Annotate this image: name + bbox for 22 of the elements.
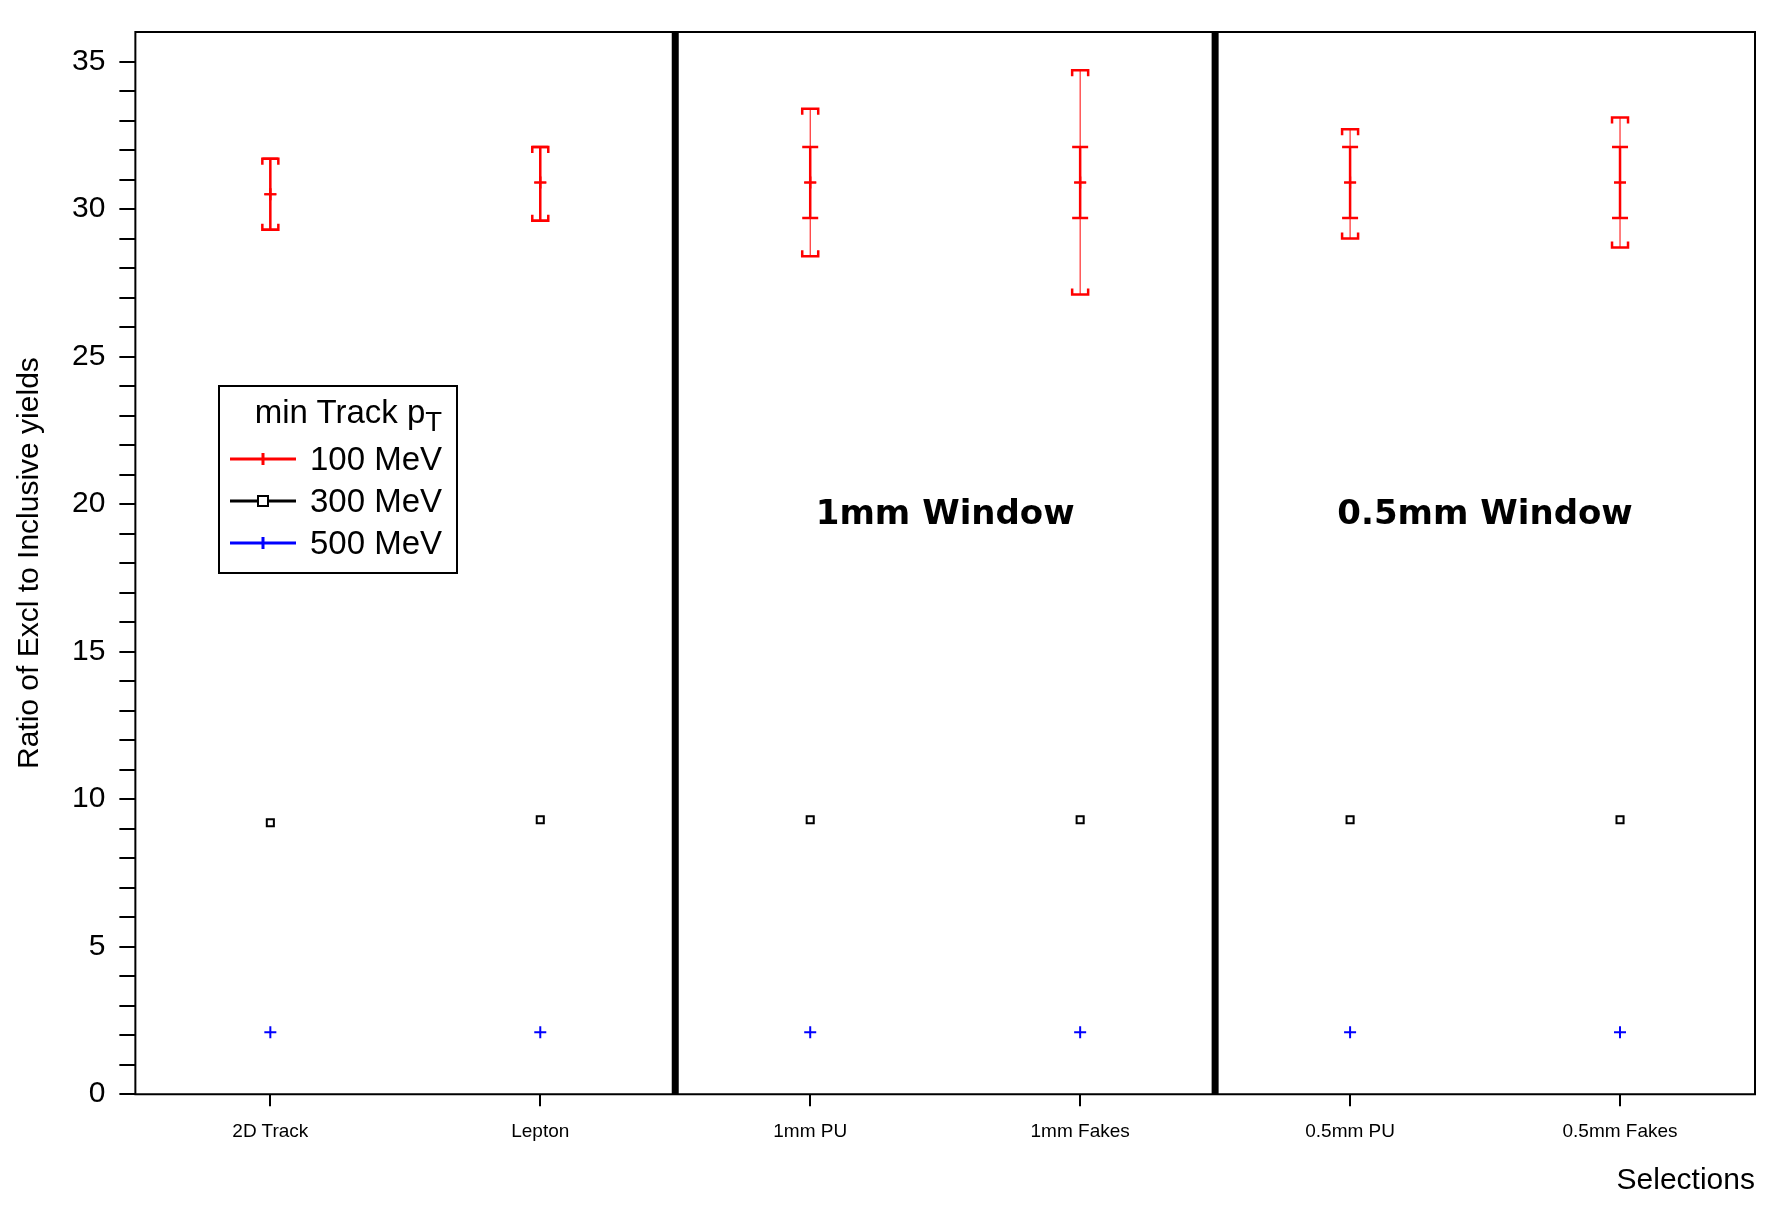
y-tick-label: 10 <box>71 780 106 814</box>
legend-label: 300 MeV <box>310 480 443 521</box>
y-tick-label: 5 <box>88 927 106 961</box>
y-tick-label: 20 <box>71 485 106 519</box>
y-axis-title: Ratio of Excl to Inclusive yields <box>11 357 45 770</box>
y-tick-label: 35 <box>71 42 106 76</box>
x-tick-label: Lepton <box>511 1119 570 1141</box>
legend-label: 100 MeV <box>310 438 443 479</box>
x-tick-label: 2D Track <box>232 1119 309 1141</box>
annotation: 1mm Window <box>815 492 1075 533</box>
x-axis-title: Selections <box>1616 1162 1755 1196</box>
y-tick-label: 0 <box>88 1075 106 1109</box>
annotation: 0.5mm Window <box>1337 492 1633 533</box>
y-tick-label: 25 <box>71 337 106 371</box>
legend-title: min Track p$_{T}$ <box>253 393 443 438</box>
x-tick-label: 1mm Fakes <box>1030 1119 1130 1141</box>
legend-label: 500 MeV <box>310 522 443 563</box>
x-tick-label: 0.5mm Fakes <box>1562 1119 1678 1141</box>
x-tick-label: 1mm PU <box>773 1119 848 1141</box>
x-tick-label: 0.5mm PU <box>1305 1119 1395 1141</box>
y-tick-label: 30 <box>71 190 106 224</box>
y-tick-label: 15 <box>71 632 106 666</box>
